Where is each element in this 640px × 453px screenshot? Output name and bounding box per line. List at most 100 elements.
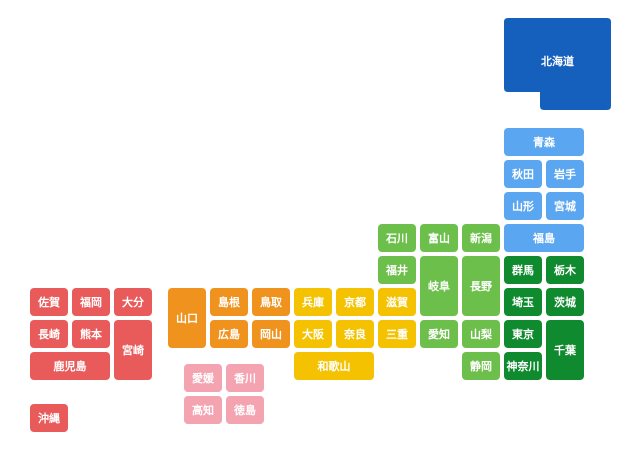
prefecture-tile[interactable]: 山梨 [462, 320, 500, 348]
prefecture-tile[interactable]: 滋賀 [378, 288, 416, 316]
prefecture-tile[interactable]: 山口 [168, 288, 206, 348]
prefecture-tile[interactable]: 静岡 [462, 352, 500, 380]
prefecture-label: 三重 [386, 327, 408, 341]
prefecture-label: 青森 [533, 135, 556, 149]
tile-shape [210, 288, 248, 316]
prefecture-tile[interactable]: 群馬 [504, 256, 542, 284]
prefecture-label: 宮城 [554, 199, 576, 213]
prefecture-label: 神奈川 [507, 359, 540, 373]
prefecture-tile[interactable]: 長野 [462, 256, 500, 316]
prefecture-tile[interactable]: 富山 [420, 224, 458, 252]
prefecture-tile[interactable]: 京都 [336, 288, 374, 316]
tile-shape [420, 224, 458, 252]
prefecture-tile[interactable]: 岐阜 [420, 256, 458, 316]
prefecture-tile[interactable]: 大阪 [294, 320, 332, 348]
prefecture-tile[interactable]: 北海道 [504, 18, 611, 110]
prefecture-label: 山形 [512, 199, 534, 213]
tile-shape [30, 288, 68, 316]
prefecture-tile[interactable]: 福井 [378, 256, 416, 284]
prefecture-label: 佐賀 [37, 295, 60, 309]
prefecture-label: 岩手 [553, 167, 576, 181]
prefecture-tile[interactable]: 新潟 [462, 224, 500, 252]
tile-shape [504, 192, 542, 220]
prefecture-tile[interactable]: 佐賀 [30, 288, 68, 316]
prefecture-label: 愛知 [428, 327, 450, 341]
prefecture-tile[interactable]: 鹿児島 [30, 352, 110, 380]
prefecture-label: 東京 [512, 327, 534, 341]
prefecture-tile[interactable]: 長崎 [30, 320, 68, 348]
prefecture-tile[interactable]: 和歌山 [294, 352, 374, 380]
prefecture-tile[interactable]: 沖縄 [30, 404, 68, 432]
prefecture-tile[interactable]: 福岡 [72, 288, 110, 316]
tile-shape [462, 352, 500, 380]
prefecture-tile[interactable]: 島根 [210, 288, 248, 316]
tile-shape [546, 256, 584, 284]
prefecture-tile[interactable]: 徳島 [226, 396, 264, 424]
tile-shape [546, 320, 584, 380]
prefecture-label: 秋田 [512, 167, 534, 181]
prefecture-tile[interactable]: 石川 [378, 224, 416, 252]
prefecture-tile[interactable]: 兵庫 [294, 288, 332, 316]
prefecture-tile[interactable]: 秋田 [504, 160, 542, 188]
tile-shape [184, 364, 222, 392]
tile-shape [30, 404, 68, 432]
prefecture-label: 滋賀 [386, 295, 408, 309]
prefecture-label: 新潟 [470, 231, 492, 245]
prefecture-label: 岡山 [260, 327, 282, 341]
tile-shape [378, 288, 416, 316]
prefecture-label: 香川 [233, 371, 256, 385]
prefecture-tile[interactable]: 宮崎 [114, 320, 152, 380]
prefecture-tile[interactable]: 栃木 [546, 256, 584, 284]
prefecture-tile[interactable]: 愛媛 [184, 364, 222, 392]
tile-shape [226, 396, 264, 424]
tile-shape [420, 320, 458, 348]
prefecture-tile[interactable]: 東京 [504, 320, 542, 348]
tile-shape [336, 320, 374, 348]
prefecture-tile[interactable]: 福島 [504, 224, 584, 252]
tile-shape [462, 224, 500, 252]
tile-shape [420, 256, 458, 316]
tile-shape [378, 256, 416, 284]
prefecture-tile[interactable]: 愛知 [420, 320, 458, 348]
tile-shape [378, 224, 416, 252]
prefecture-tile[interactable]: 宮城 [546, 192, 584, 220]
tile-shape [168, 288, 206, 348]
prefecture-tile[interactable]: 奈良 [336, 320, 374, 348]
prefecture-label: 高知 [192, 403, 214, 417]
prefecture-tile[interactable]: 山形 [504, 192, 542, 220]
prefecture-tile[interactable]: 広島 [210, 320, 248, 348]
prefecture-label: 広島 [218, 327, 240, 341]
prefecture-label: 静岡 [470, 359, 492, 373]
prefecture-label: 徳島 [233, 403, 256, 417]
prefecture-tile[interactable]: 香川 [226, 364, 264, 392]
prefecture-tile[interactable]: 高知 [184, 396, 222, 424]
prefecture-label: 福岡 [79, 295, 102, 309]
prefecture-tile[interactable]: 青森 [504, 128, 584, 156]
prefecture-tile[interactable]: 熊本 [72, 320, 110, 348]
prefecture-label: 和歌山 [318, 359, 351, 373]
tile-shape [546, 160, 584, 188]
prefecture-label: 兵庫 [302, 295, 324, 309]
prefecture-label: 岐阜 [428, 279, 450, 293]
tile-shape [30, 320, 68, 348]
prefecture-tile[interactable]: 鳥取 [252, 288, 290, 316]
prefecture-tile[interactable]: 三重 [378, 320, 416, 348]
prefecture-label: 山口 [176, 311, 198, 325]
tile-shape [252, 288, 290, 316]
tile-shape [504, 256, 542, 284]
prefecture-label: 鹿児島 [54, 359, 87, 373]
prefecture-label: 長崎 [38, 327, 60, 341]
tile-shape [30, 352, 110, 380]
prefecture-tile[interactable]: 岩手 [546, 160, 584, 188]
tile-shape [504, 352, 542, 380]
prefecture-tile[interactable]: 岡山 [252, 320, 290, 348]
prefecture-tile[interactable]: 千葉 [546, 320, 584, 380]
tile-shape [462, 320, 500, 348]
tile-shape [546, 192, 584, 220]
prefecture-tile[interactable]: 神奈川 [504, 352, 542, 380]
prefecture-label: 大分 [122, 295, 144, 309]
prefecture-label: 群馬 [511, 263, 534, 277]
prefecture-tile[interactable]: 埼玉 [504, 288, 542, 316]
prefecture-tile[interactable]: 茨城 [546, 288, 584, 316]
prefecture-tile[interactable]: 大分 [114, 288, 152, 316]
